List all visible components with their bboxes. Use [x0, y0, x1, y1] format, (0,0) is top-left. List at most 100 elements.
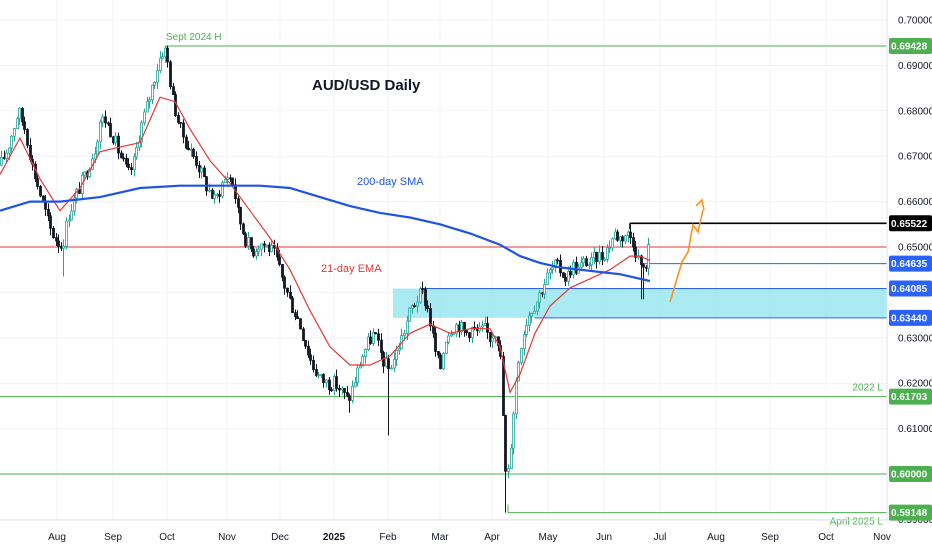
price-badges: 0.69428 0.65522 0.64635 0.64085 0.63440 0.617… [889, 37, 932, 521]
candle-body [328, 379, 331, 391]
candle-body [538, 292, 541, 303]
candle-body [62, 245, 65, 249]
candle-body [213, 194, 216, 199]
candle-body [437, 351, 440, 356]
candle-body [101, 116, 104, 123]
candle-body [18, 108, 21, 120]
candle-body [270, 245, 273, 252]
candle-body [343, 387, 346, 393]
candle-body [554, 259, 557, 268]
candle-body [200, 167, 203, 173]
candle-body [185, 136, 188, 149]
candle-body [562, 272, 565, 278]
candle-body [239, 206, 242, 225]
candle-body [359, 365, 362, 369]
price-badge-label: 0.64085 [891, 284, 928, 295]
candle-body [632, 237, 635, 248]
candle-body [608, 247, 611, 250]
candle-body [120, 152, 123, 159]
support-zone [393, 288, 887, 318]
candle-body [601, 252, 604, 261]
level-annotation: 2022 L [852, 383, 883, 394]
candle-body [166, 47, 169, 63]
candle-body [247, 237, 250, 247]
candle-body [351, 385, 354, 401]
candle-body [416, 301, 419, 307]
candle-body [289, 291, 292, 299]
x-tick-label: Dec [271, 532, 289, 543]
price-badge-label: 0.60000 [891, 470, 928, 481]
projection-path [669, 209, 704, 303]
candle-body [580, 262, 583, 268]
candle-body [408, 307, 411, 322]
candle-body [205, 176, 208, 192]
candle-body [182, 122, 185, 138]
candle-body [151, 84, 154, 101]
candle-body [582, 258, 585, 264]
candle-body [138, 141, 141, 148]
candle-body [133, 156, 136, 171]
candle-body [603, 258, 606, 261]
candle-body [68, 219, 71, 222]
candle-body [294, 312, 297, 318]
candle-body [536, 301, 539, 312]
candle-body [590, 257, 593, 266]
candle-body [286, 287, 289, 293]
candle-body [39, 186, 42, 197]
y-tick-label: 0.61000 [898, 424, 932, 435]
candle-body [356, 367, 359, 383]
candle-body [624, 235, 627, 242]
candle-body [629, 231, 632, 239]
candle-body [179, 121, 182, 124]
candle-body [125, 157, 128, 165]
candle-body [517, 362, 520, 382]
candle-body [395, 349, 398, 360]
candle-body [109, 123, 112, 138]
candle-body [57, 240, 60, 247]
candle-body [278, 256, 281, 265]
y-tick-label: 0.68000 [898, 106, 932, 117]
candle-body [543, 283, 546, 295]
candle-body [447, 335, 450, 343]
y-tick-label: 0.70000 [898, 16, 932, 27]
candle-body [598, 252, 601, 262]
candle-body [296, 316, 299, 319]
candle-body [533, 310, 536, 314]
candle-body [42, 195, 45, 202]
candle-body [504, 415, 507, 472]
candle-body [489, 331, 492, 343]
candle-body [16, 118, 19, 129]
candle-body [429, 308, 432, 327]
ema-label: 21-day EMA [321, 263, 382, 275]
y-tick-label: 0.65000 [898, 243, 932, 254]
candle-body [372, 332, 375, 344]
price-badge-label: 0.65522 [891, 219, 928, 230]
candle-body [439, 354, 442, 370]
candle-body [354, 381, 357, 387]
candle-body [523, 334, 526, 350]
candle-body [283, 276, 286, 289]
candle-body [55, 237, 58, 242]
candle-body [70, 210, 73, 221]
candle-body [338, 387, 341, 391]
x-axis: Aug Sep Oct Nov Dec 2025 Feb Mar Apr May Jun Jul Aug… [48, 532, 891, 543]
x-tick-label: Oct [159, 532, 175, 543]
candle-body [122, 157, 125, 160]
candle-body [99, 121, 102, 143]
y-tick-label: 0.66000 [898, 197, 932, 208]
candle-body [203, 167, 206, 178]
candle-body [96, 141, 99, 155]
candle-body [549, 269, 552, 274]
x-tick-label: Nov [218, 532, 236, 543]
candle-body [567, 271, 570, 282]
price-badge [889, 504, 932, 521]
candle-body [49, 215, 52, 229]
price-badge [889, 255, 932, 272]
candle-body [5, 152, 8, 160]
x-tick-label: Sep [761, 532, 779, 543]
y-tick-label: 0.62000 [898, 379, 932, 390]
candle-body [585, 258, 588, 267]
x-tick-label: Apr [484, 532, 500, 543]
candle-body [135, 147, 138, 158]
